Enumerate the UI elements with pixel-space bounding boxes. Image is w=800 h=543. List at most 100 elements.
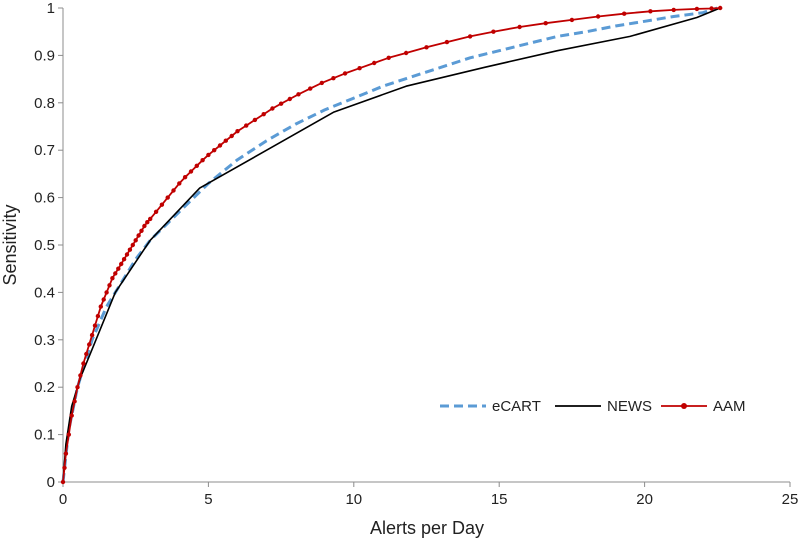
- series-aam-point: [121, 257, 127, 262]
- series-aam-point: [517, 24, 522, 30]
- y-axis-title: Sensitivity: [0, 204, 20, 285]
- y-tick-label: 1: [47, 0, 55, 17]
- legend-news-label: NEWS: [607, 398, 652, 415]
- x-tick-label: 0: [59, 491, 67, 508]
- series-aam-point: [104, 290, 109, 295]
- series-aam-point: [223, 138, 228, 143]
- series-aam-point: [694, 6, 700, 12]
- series-aam-point: [153, 209, 159, 214]
- series-aam-point: [119, 261, 124, 267]
- legend: eCART NEWS AAM: [440, 398, 746, 415]
- y-tick-label: 0.9: [34, 47, 55, 64]
- series-aam-line: [62, 7, 721, 483]
- series-aam-point: [595, 14, 601, 19]
- series-aam-point: [66, 432, 72, 437]
- series-aam-point: [308, 86, 313, 91]
- y-tick-label: 0.3: [34, 332, 55, 349]
- y-tick-label: 0: [47, 474, 55, 491]
- series-aam-point: [124, 252, 130, 257]
- series-aam-point: [139, 228, 144, 233]
- x-tick-label: 20: [636, 491, 653, 508]
- series-aam-point: [89, 332, 95, 338]
- x-tick-label: 15: [491, 491, 508, 508]
- series-aam-point: [252, 117, 258, 123]
- series-aam-point: [145, 220, 150, 225]
- series-aam-point: [136, 233, 141, 238]
- series-aam-point: [212, 148, 217, 153]
- series-aam-point: [444, 39, 450, 45]
- series-aam-point: [110, 276, 115, 281]
- series-aam-point: [386, 55, 391, 60]
- series-aam-point: [372, 60, 377, 66]
- series-aam-point: [543, 21, 548, 26]
- series-aam-point: [182, 175, 188, 180]
- x-axis-title: Alerts per Day: [370, 518, 484, 538]
- series-aam-point: [200, 158, 205, 163]
- x-axis: 0 5 10 15 20 25: [59, 481, 799, 508]
- series-aam-point: [60, 479, 66, 485]
- series-aam-point: [87, 342, 92, 347]
- series-aam-point: [98, 304, 104, 309]
- legend-aam-label: AAM: [713, 398, 746, 415]
- series-aam-point: [671, 7, 676, 13]
- series-aam-point: [148, 216, 153, 222]
- series-aam-point: [206, 152, 211, 158]
- series-layer: [60, 5, 723, 485]
- series-aam-point: [159, 202, 165, 207]
- series-aam-point: [142, 223, 147, 229]
- series-aam-point: [75, 385, 80, 390]
- x-tick-label: 10: [345, 491, 362, 508]
- series-aam-point: [177, 181, 182, 186]
- series-aam-point: [101, 297, 106, 302]
- y-tick-label: 0.7: [34, 142, 55, 159]
- series-aam-point: [319, 80, 324, 86]
- series-aam-point: [342, 71, 348, 76]
- series-aam-point: [84, 351, 89, 357]
- series-aam-point: [718, 5, 723, 11]
- series-aam-point: [491, 29, 496, 34]
- series-aam-point: [171, 188, 176, 193]
- series-aam-point: [296, 92, 301, 97]
- series-aam-point: [72, 399, 77, 404]
- series-aam-point: [116, 266, 121, 271]
- series-aam-point: [188, 169, 194, 174]
- y-tick-label: 0.8: [34, 95, 55, 112]
- series-aam-point: [69, 413, 74, 418]
- series-aam-point: [95, 313, 101, 319]
- series-aam-point: [331, 76, 336, 81]
- series-aam-point: [63, 451, 69, 456]
- series-aam-point: [622, 11, 627, 16]
- series-aam-point: [194, 163, 199, 168]
- series-aam-point: [569, 17, 575, 23]
- series-aam-point: [357, 66, 362, 71]
- y-tick-label: 0.4: [34, 284, 55, 301]
- series-aam-point: [424, 45, 429, 50]
- series-aam-point: [92, 323, 98, 328]
- series-aam-point: [709, 6, 714, 11]
- series-aam-point: [165, 195, 170, 200]
- series-aam-point: [107, 283, 112, 288]
- series-aam-point: [261, 112, 266, 117]
- series-aam-point: [127, 247, 133, 252]
- y-axis: 0 0.1 0.2 0.3 0.4 0.5 0.6 0.7 0.8 0.9 1: [34, 0, 64, 491]
- series-aam-point: [130, 242, 135, 248]
- series-aam-point: [229, 133, 234, 139]
- legend-aam-marker: [681, 403, 687, 409]
- series-aam-point: [287, 96, 292, 102]
- series-aam-point: [278, 101, 284, 106]
- series-aam-point: [133, 238, 138, 243]
- series-aam-point: [81, 361, 86, 366]
- series-aam-point: [244, 123, 249, 128]
- series-aam-point: [78, 373, 83, 378]
- x-tick-label: 5: [204, 491, 212, 508]
- y-tick-label: 0.6: [34, 190, 55, 207]
- legend-ecart-label: eCART: [492, 398, 541, 415]
- x-tick-label: 25: [782, 491, 799, 508]
- series-aam-point: [113, 271, 118, 276]
- series-aam-point: [403, 50, 409, 56]
- series-aam-point: [217, 143, 223, 148]
- y-tick-label: 0.1: [34, 427, 55, 444]
- series-aam-point: [62, 465, 67, 470]
- series-aam-point: [648, 9, 653, 14]
